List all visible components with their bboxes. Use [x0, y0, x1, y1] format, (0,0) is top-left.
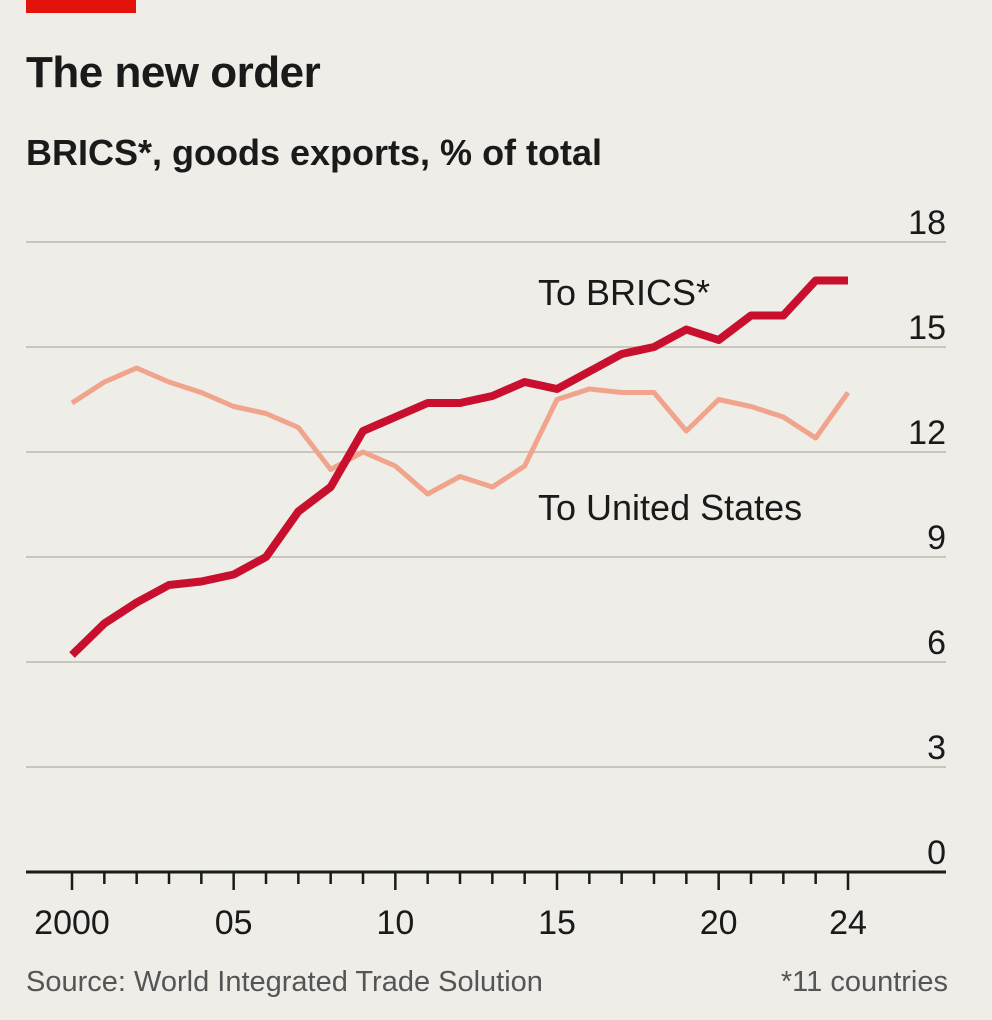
gridlines — [26, 241, 946, 768]
x-tick-label-2000: 2000 — [34, 904, 110, 942]
chart-title: The new order — [26, 48, 321, 97]
y-tick-label-12: 12 — [908, 414, 946, 452]
x-tick-label-2024: 24 — [829, 904, 867, 942]
y-tick-label-6: 6 — [927, 624, 946, 662]
series-line-to-brics — [69, 276, 848, 658]
y-tick-label-18: 18 — [908, 204, 946, 242]
x-tick-label-2005: 05 — [215, 904, 253, 942]
x-axis: 2000 05 10 15 20 24 — [26, 870, 946, 942]
y-tick-label-15: 15 — [908, 309, 946, 347]
series-labels: To BRICS* To United States — [538, 272, 802, 528]
line-chart: 0 3 6 9 12 15 18 2000 05 10 15 20 24 To BRICS* To Un… — [26, 204, 946, 942]
y-tick-label-3: 3 — [927, 729, 946, 767]
y-tick-label-9: 9 — [927, 519, 946, 557]
footnote: *11 countries — [780, 966, 948, 998]
x-tick-label-2020: 20 — [700, 904, 738, 942]
series-line-to-united-states — [70, 365, 851, 497]
x-tick-label-2015: 15 — [538, 904, 576, 942]
series-label-to-brics: To BRICS* — [538, 272, 710, 313]
brand-red-tag — [26, 0, 136, 13]
series-label-to-united-states: To United States — [538, 487, 802, 528]
x-tick-label-2010: 10 — [376, 904, 414, 942]
y-tick-label-0: 0 — [927, 834, 946, 872]
series-lines — [69, 276, 851, 658]
source-note: Source: World Integrated Trade Solution — [26, 966, 543, 998]
y-axis-tick-labels: 0 3 6 9 12 15 18 — [908, 204, 946, 872]
chart-subtitle: BRICS*, goods exports, % of total — [26, 132, 603, 173]
